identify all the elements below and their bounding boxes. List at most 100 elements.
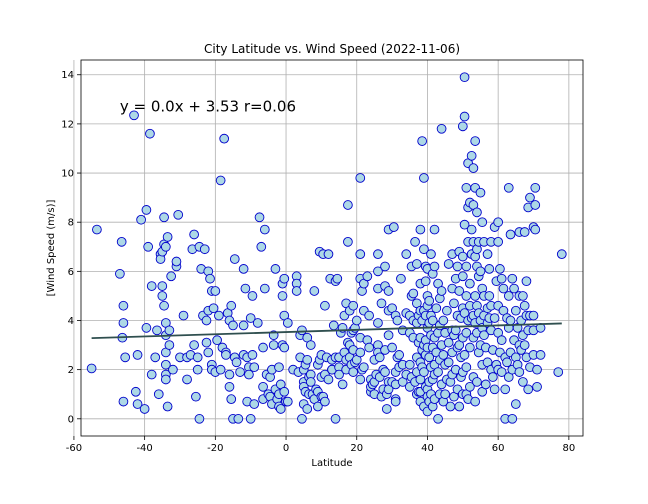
data-point xyxy=(507,273,518,284)
data-point xyxy=(429,224,440,235)
data-point xyxy=(530,200,541,210)
data-point xyxy=(459,111,470,122)
regression-annotation: y = 0.0x + 3.53 r=0.06 xyxy=(120,98,296,116)
data-point xyxy=(364,310,374,321)
data-point xyxy=(256,241,267,252)
data-point xyxy=(171,256,182,267)
data-point xyxy=(208,303,219,314)
data-point xyxy=(141,323,152,333)
data-point xyxy=(480,379,491,390)
data-point xyxy=(459,350,470,360)
data-point xyxy=(235,367,245,377)
data-point xyxy=(258,381,268,392)
data-point xyxy=(270,264,281,274)
data-point xyxy=(238,320,249,331)
data-point xyxy=(160,374,171,385)
data-point xyxy=(199,244,210,255)
data-point xyxy=(390,396,401,407)
y-axis-ticks: 0 2 4 6 8 10 12 14 xyxy=(61,70,81,425)
data-point xyxy=(459,219,470,230)
data-point xyxy=(443,357,454,368)
data-point xyxy=(118,300,129,311)
data-point xyxy=(152,325,162,336)
data-point xyxy=(530,182,541,193)
x-tick-label: 60 xyxy=(492,443,505,454)
data-point xyxy=(445,401,456,412)
data-point xyxy=(392,315,403,326)
y-tick-label: 14 xyxy=(61,70,74,81)
data-point xyxy=(141,205,152,215)
data-point xyxy=(419,173,429,183)
x-tick-label: -20 xyxy=(207,443,223,454)
data-point xyxy=(323,249,334,259)
data-point xyxy=(482,249,493,259)
data-point xyxy=(373,249,383,259)
data-point xyxy=(159,212,169,223)
data-point xyxy=(528,310,539,321)
data-point xyxy=(351,315,362,326)
data-point xyxy=(305,340,316,350)
data-point xyxy=(514,367,525,377)
data-point xyxy=(214,310,224,321)
data-point xyxy=(417,136,427,146)
data-point xyxy=(521,276,532,287)
data-point xyxy=(231,357,242,368)
x-axis-ticks: -60 -40 -20 0 20 40 60 80 xyxy=(66,436,575,454)
regression-line xyxy=(91,322,562,340)
data-point xyxy=(258,342,268,353)
data-point xyxy=(212,335,222,346)
data-point xyxy=(332,273,343,284)
chart-title: City Latitude vs. Wind Speed (2022-11-06… xyxy=(204,42,460,56)
data-point xyxy=(518,377,528,387)
data-point xyxy=(493,217,504,228)
data-point xyxy=(470,136,481,146)
data-point xyxy=(254,212,265,223)
data-point xyxy=(249,362,260,373)
data-point xyxy=(274,362,284,373)
data-point xyxy=(427,315,438,326)
data-point xyxy=(330,413,341,424)
data-point xyxy=(443,337,454,348)
data-point xyxy=(160,359,171,370)
data-point xyxy=(157,281,168,291)
data-point xyxy=(461,362,472,373)
data-point xyxy=(337,379,348,390)
data-point xyxy=(440,389,450,400)
data-point xyxy=(510,399,521,409)
x-tick-label: 40 xyxy=(421,443,434,454)
data-point xyxy=(313,401,323,412)
data-point xyxy=(153,389,164,400)
data-point xyxy=(194,413,205,424)
x-axis-label: Latitude xyxy=(311,458,352,469)
data-point xyxy=(203,347,214,358)
data-point xyxy=(305,377,316,387)
data-point xyxy=(240,283,251,294)
data-point xyxy=(139,404,150,414)
data-point xyxy=(461,182,472,193)
data-point xyxy=(136,214,146,225)
data-point xyxy=(465,381,475,392)
data-point xyxy=(424,352,435,363)
data-point xyxy=(247,350,258,360)
data-point xyxy=(553,367,564,377)
data-point xyxy=(282,318,293,328)
data-point xyxy=(166,271,176,282)
data-point xyxy=(523,384,534,395)
data-point xyxy=(221,350,231,360)
data-point xyxy=(470,396,481,407)
data-point xyxy=(86,363,97,374)
data-point xyxy=(162,232,173,242)
data-point xyxy=(238,264,249,274)
data-point xyxy=(438,350,449,360)
data-point xyxy=(461,327,472,338)
data-point xyxy=(454,401,465,412)
data-point xyxy=(493,237,504,247)
data-point xyxy=(192,364,203,375)
data-point xyxy=(252,318,263,328)
data-point xyxy=(355,374,366,385)
data-point xyxy=(132,399,143,409)
data-point xyxy=(519,227,530,237)
data-point xyxy=(164,325,175,336)
data-point xyxy=(279,386,290,397)
